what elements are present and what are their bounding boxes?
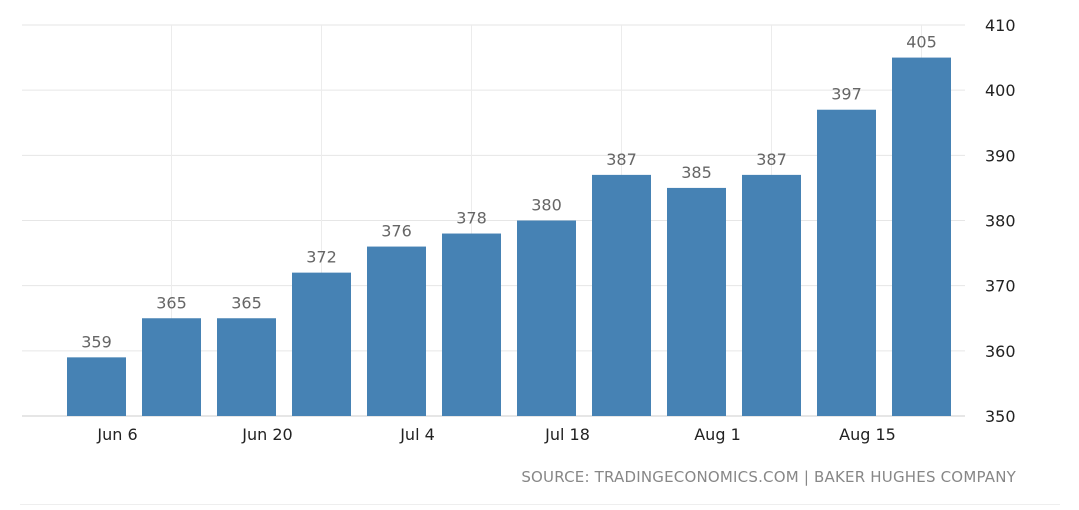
x-tick-label: Jul 18 — [544, 425, 590, 444]
data-label: 380 — [531, 196, 562, 215]
x-tick-label: Aug 1 — [694, 425, 741, 444]
y-tick-label: 390 — [985, 146, 1016, 165]
bar — [517, 220, 576, 416]
x-tick-label: Jun 20 — [241, 425, 292, 444]
bar — [292, 272, 351, 416]
y-axis: 350 360 370 380 390 400 410 — [985, 16, 1016, 426]
source-caption: SOURCE: TRADINGECONOMICS.COM | BAKER HUG… — [521, 468, 1016, 486]
bar — [892, 57, 951, 416]
bar — [442, 233, 501, 416]
bar — [742, 174, 801, 416]
data-label: 387 — [606, 150, 637, 169]
data-label: 359 — [81, 332, 112, 351]
bar — [142, 318, 201, 416]
bar — [367, 246, 426, 416]
bars — [67, 57, 951, 416]
data-label: 365 — [231, 293, 262, 312]
bottom-divider — [20, 504, 1060, 505]
data-label: 405 — [906, 33, 937, 52]
data-label: 385 — [681, 163, 712, 182]
y-tick-label: 380 — [985, 212, 1016, 231]
y-tick-label: 410 — [985, 16, 1016, 35]
data-label: 365 — [156, 293, 187, 312]
data-label: 387 — [756, 150, 787, 169]
bar — [592, 174, 651, 416]
x-axis: Jun 6 Jun 20 Jul 4 Jul 18 Aug 1 Aug 15 — [96, 425, 895, 444]
y-tick-label: 360 — [985, 342, 1016, 361]
bar — [217, 318, 276, 416]
x-tick-label: Aug 15 — [839, 425, 896, 444]
y-tick-label: 370 — [985, 277, 1016, 296]
data-label: 372 — [306, 248, 337, 267]
data-label: 376 — [381, 222, 412, 241]
y-tick-label: 350 — [985, 407, 1016, 426]
data-labels: 359 365 365 372 376 378 380 387 385 387 397 405 — [81, 33, 937, 352]
bar — [667, 187, 726, 416]
y-tick-label: 400 — [985, 81, 1016, 100]
data-label: 397 — [831, 85, 862, 104]
bar — [817, 109, 876, 416]
x-tick-label: Jun 6 — [96, 425, 137, 444]
bar-chart: 359 365 365 372 376 378 380 387 385 387 397 405 350… — [22, 16, 1016, 444]
data-label: 378 — [456, 209, 487, 228]
x-tick-label: Jul 4 — [399, 425, 435, 444]
bar — [67, 357, 126, 416]
